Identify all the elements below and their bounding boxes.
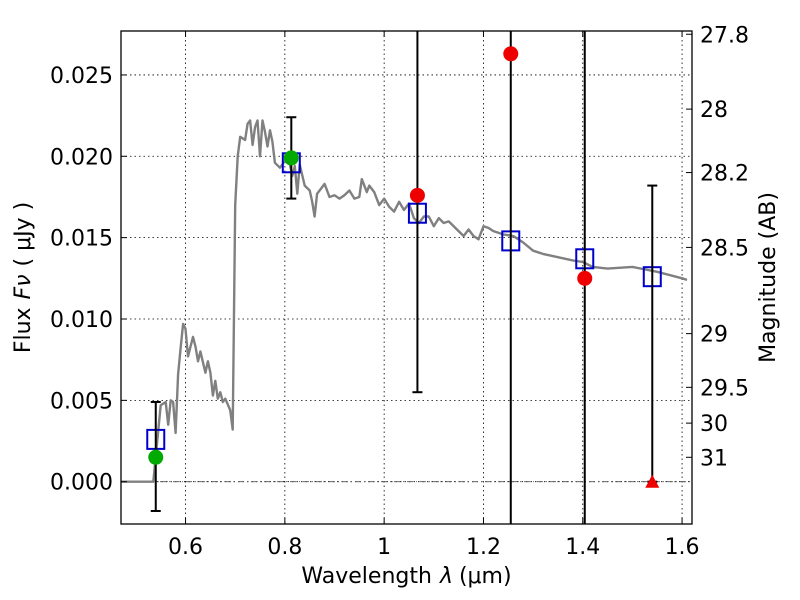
spectrum-line	[121, 119, 688, 483]
ground-flux-point	[283, 150, 299, 166]
space-flux-point	[577, 270, 593, 286]
y2-tick-label: 30	[700, 412, 728, 437]
y2-tick-label: 27.8	[700, 23, 749, 48]
y2-axis-label: Magnitude (AB)	[756, 192, 781, 363]
plot-area	[121, 31, 688, 524]
y2-tick-label: 28.2	[700, 162, 749, 187]
x-tick-label: 1	[377, 535, 391, 560]
y-tick-label: 0.000	[50, 471, 113, 496]
y-tick-label: 0.010	[50, 308, 113, 333]
y2-tick-label: 28.5	[700, 236, 749, 261]
x-tick-label: 1.2	[466, 535, 501, 560]
y2-tick-label: 31	[700, 446, 728, 471]
ground-flux-point	[148, 449, 164, 465]
y-tick-label: 0.025	[50, 64, 113, 89]
y-axis-label: FluxFν( μJy )	[11, 202, 36, 353]
upper-limit-triangle	[645, 474, 660, 488]
ticks: 0.6 0.8 1 1.2 1.4 1.6 0.000 0.005 0.010 0.015 0.02…	[50, 23, 749, 560]
space-flux-point	[409, 187, 425, 203]
y-tick-label: 0.005	[50, 389, 113, 414]
x-tick-label: 0.6	[168, 535, 203, 560]
x-axis-label: Wavelength λ (μm)	[301, 564, 511, 589]
y2-tick-label: 29	[700, 323, 728, 348]
x-tick-label: 0.8	[267, 535, 302, 560]
y-tick-label: 0.020	[50, 145, 113, 170]
x-tick-label: 1.4	[565, 535, 600, 560]
axes-frame	[120, 30, 693, 525]
y-tick-label: 0.015	[50, 227, 113, 252]
y2-tick-label: 28	[700, 98, 728, 123]
x-tick-label: 1.6	[665, 535, 700, 560]
y2-tick-label: 29.5	[700, 376, 749, 401]
space-flux-point	[503, 46, 519, 62]
